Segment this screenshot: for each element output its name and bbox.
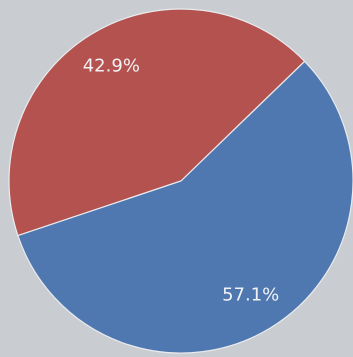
pie-slice-1 [8, 8, 306, 237]
pie-slice-label-1: 42.9% [83, 55, 140, 76]
pie-slice-label-2: 57.1% [222, 285, 279, 306]
pie-slice-2 [17, 60, 353, 354]
